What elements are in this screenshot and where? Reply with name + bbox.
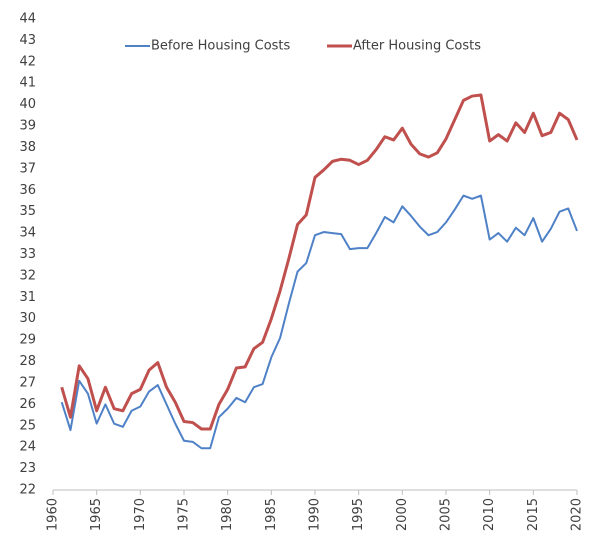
- x-tick-label: 1985: [264, 498, 279, 531]
- y-tick-label: 23: [19, 461, 36, 476]
- y-tick-label: 44: [19, 12, 36, 27]
- y-tick-label: 22: [19, 483, 36, 498]
- y-tick-label: 27: [19, 375, 36, 390]
- y-tick-label: 37: [19, 161, 36, 176]
- y-tick-label: 43: [19, 33, 36, 48]
- x-tick-label: 1960: [46, 498, 61, 531]
- line-series: [60, 194, 578, 450]
- y-tick-label: 26: [19, 397, 36, 412]
- x-tick-label: 2010: [482, 498, 497, 531]
- y-tick-label: 28: [19, 354, 36, 369]
- y-tick-label: 36: [19, 183, 36, 198]
- legend-label: Before Housing Costs: [151, 39, 291, 54]
- y-tick-label: 32: [19, 268, 36, 283]
- legend-label: After Housing Costs: [353, 39, 481, 54]
- x-tick-label: 1990: [308, 498, 323, 531]
- y-tick-label: 40: [19, 97, 36, 112]
- x-tick-label: 1970: [133, 498, 148, 531]
- y-tick-label: 24: [19, 440, 36, 455]
- x-tick-label: 1965: [89, 498, 104, 531]
- x-tick-label: 2000: [395, 498, 410, 531]
- y-tick-label: 38: [19, 140, 36, 155]
- y-tick-label: 42: [19, 54, 36, 69]
- y-tick-label: 35: [19, 204, 36, 219]
- y-tick-label: 30: [19, 311, 36, 326]
- x-tick-label: 1975: [177, 498, 192, 531]
- y-tick-label: 39: [19, 119, 36, 134]
- y-tick-label: 34: [19, 226, 36, 241]
- x-tick-label: 1995: [351, 498, 366, 531]
- x-tick-label: 2020: [570, 498, 585, 531]
- line-series: [60, 93, 579, 431]
- x-tick-label: 1980: [220, 498, 235, 531]
- x-tick-label: 2005: [439, 498, 454, 531]
- y-tick-label: 29: [19, 333, 36, 348]
- y-tick-label: 41: [19, 76, 36, 91]
- y-tick-label: 33: [19, 247, 36, 262]
- y-tick-label: 31: [19, 290, 36, 305]
- y-tick-label: 25: [19, 418, 36, 433]
- x-tick-label: 2015: [526, 498, 541, 531]
